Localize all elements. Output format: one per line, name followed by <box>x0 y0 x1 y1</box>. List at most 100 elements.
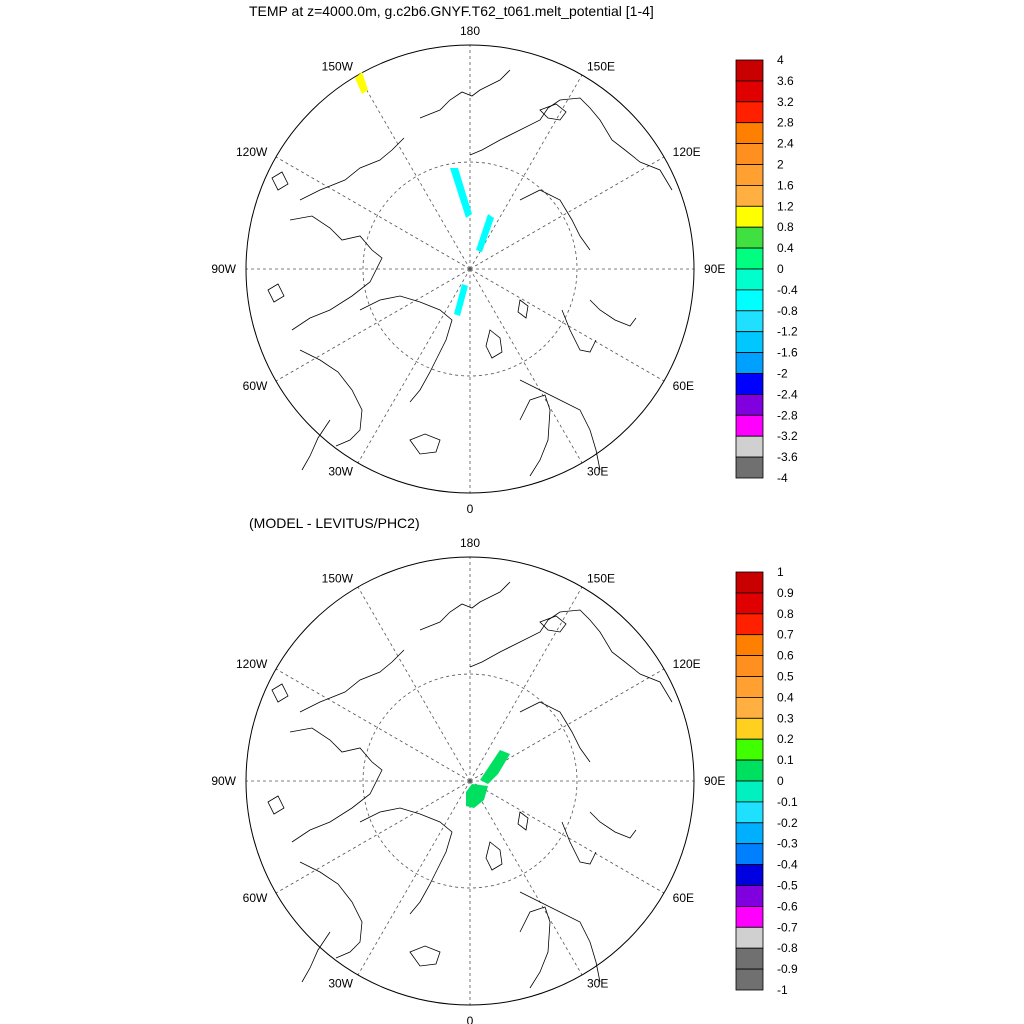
colorbar-top: 4 3.6 3.2 2.8 2.4 2 1.6 1.2 0.8 0.4 0 -0.4 -0.8 -1.2 -… <box>735 53 798 485</box>
colorbar-label: 0.2 <box>777 732 794 746</box>
colorbar-label: -0.1 <box>777 795 798 809</box>
colorbar-swatch <box>735 80 764 103</box>
polar-map-top: 180 150E 120E 90E 60E 30E 0 30W 60W 90W 120W 150W 4… <box>211 24 798 516</box>
colorbar-swatch <box>735 801 764 824</box>
meridian-line <box>357 780 471 976</box>
colorbar-label: 0.3 <box>777 711 794 725</box>
latitude-circle <box>362 673 578 889</box>
coastlines-bottom <box>267 581 673 989</box>
colorbar-label: 0.9 <box>777 586 794 600</box>
longitude-label: 150E <box>587 59 615 73</box>
longitude-label: 90E <box>704 774 725 788</box>
meridian-line <box>275 156 471 270</box>
colorbar-label: -1.2 <box>777 325 798 339</box>
colorbar-label: 0 <box>777 774 784 788</box>
longitude-label: 120E <box>673 145 701 159</box>
longitude-label: 120E <box>673 657 701 671</box>
cyan-streak <box>450 168 472 218</box>
longitude-label: 0 <box>467 502 474 516</box>
colorbar-label: -1 <box>777 983 788 997</box>
longitude-label: 120W <box>236 145 268 159</box>
colorbar-label: 0.5 <box>777 670 794 684</box>
meridian-line <box>469 780 583 976</box>
colorbar-swatch <box>735 456 764 479</box>
longitude-label: 90W <box>211 262 236 276</box>
longitude-label: 30E <box>587 977 608 991</box>
colorbar-swatch <box>735 780 764 803</box>
colorbar-swatch <box>735 247 764 270</box>
meridian-line <box>357 586 471 782</box>
colorbar-label: 0 <box>777 262 784 276</box>
colorbar-swatch <box>735 885 764 907</box>
longitude-label: 30W <box>328 465 353 479</box>
colorbar-swatch <box>735 101 764 124</box>
meridian-line <box>275 268 471 382</box>
panel-title-top: TEMP at z=4000.0m, g.c2b6.GNYF.T62_t061.… <box>249 3 654 19</box>
colorbar-swatch <box>735 968 764 991</box>
longitude-label: 60E <box>673 379 694 393</box>
longitude-labels-bottom: 180 150E 120E 90E 60E 30E 0 30W 60W 90W 120W 150W <box>211 536 725 1024</box>
colorbar-label: -3.6 <box>777 450 798 464</box>
colorbar-label: 0.8 <box>777 220 794 234</box>
meridian-line <box>275 668 471 782</box>
colorbar-swatch <box>735 717 764 740</box>
longitude-label: 150W <box>322 571 354 585</box>
colorbar-label: -2 <box>777 367 788 381</box>
meridian-line <box>469 780 665 894</box>
longitude-label: 90E <box>704 262 725 276</box>
colorbar-swatch <box>735 592 764 615</box>
colorbar-label: 2 <box>777 158 784 172</box>
map-boundary <box>245 556 695 1006</box>
colorbar-label: 3.6 <box>777 74 794 88</box>
colorbar-label: -4 <box>777 471 788 485</box>
colorbar-label: -0.4 <box>777 283 798 297</box>
longitude-label: 180 <box>460 24 480 38</box>
cyan-streak <box>476 214 494 252</box>
colorbar-swatch <box>735 843 764 866</box>
meridian-line <box>469 156 665 270</box>
meridian-line <box>275 780 471 894</box>
colorbar-swatch <box>735 634 764 657</box>
colorbar-swatch <box>735 122 764 144</box>
colorbar-label: 0.4 <box>777 690 794 704</box>
meridian-line <box>469 586 583 782</box>
colorbar-label: 0.6 <box>777 649 794 663</box>
colorbar-label: -0.7 <box>777 920 798 934</box>
colorbar-label: -3.2 <box>777 429 798 443</box>
colorbar-label: -0.3 <box>777 837 798 851</box>
colorbar-label: 0.8 <box>777 607 794 621</box>
colorbar-swatch <box>735 414 764 437</box>
colorbar-swatch <box>735 697 764 719</box>
colorbar-swatch <box>735 676 764 698</box>
longitude-label: 150W <box>322 59 354 73</box>
longitude-label: 60E <box>673 891 694 905</box>
colorbar-swatch <box>735 352 764 374</box>
colorbar-label: -0.8 <box>777 304 798 318</box>
colorbar-swatch <box>735 373 764 395</box>
colorbar-label: -2.4 <box>777 387 798 401</box>
colorbar-swatch <box>735 759 764 782</box>
colorbar-swatch <box>735 571 764 594</box>
colorbar-label: 0.1 <box>777 753 794 767</box>
colorbar-bottom: 1 0.9 0.8 0.7 0.6 0.5 0.4 0.3 0.2 0.1 0 -0.1 -0.2 -0.… <box>735 565 798 997</box>
colorbar-label: 0.4 <box>777 241 794 255</box>
colorbar-swatch <box>735 310 764 333</box>
colorbar-swatch <box>735 613 764 636</box>
colorbar-label: 2.4 <box>777 137 794 151</box>
colorbar-swatch <box>735 184 764 207</box>
colorbar-swatch <box>735 738 764 761</box>
longitude-label: 0 <box>467 1014 474 1024</box>
colorbar-label: -1.6 <box>777 346 798 360</box>
colorbar-label: -0.6 <box>777 899 798 913</box>
colorbar-label: -0.9 <box>777 962 798 976</box>
colorbar-swatch <box>735 331 764 354</box>
colorbar-swatch <box>735 435 764 458</box>
meridian-line <box>469 268 583 464</box>
colorbar-swatch <box>735 947 764 970</box>
longitude-label: 30W <box>328 977 353 991</box>
colorbar-swatch <box>735 393 764 416</box>
colorbar-label: 1.6 <box>777 178 794 192</box>
colorbar-label: 1 <box>777 565 784 579</box>
meridian-line <box>357 74 471 270</box>
colorbar-swatch <box>735 906 764 928</box>
